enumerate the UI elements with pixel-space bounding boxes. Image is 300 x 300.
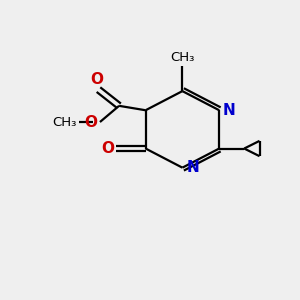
Text: CH₃: CH₃ <box>52 116 77 128</box>
Text: O: O <box>85 115 98 130</box>
Text: N: N <box>223 103 236 118</box>
Text: CH₃: CH₃ <box>170 51 195 64</box>
Text: O: O <box>101 141 114 156</box>
Text: N: N <box>186 160 199 175</box>
Text: O: O <box>91 72 103 87</box>
